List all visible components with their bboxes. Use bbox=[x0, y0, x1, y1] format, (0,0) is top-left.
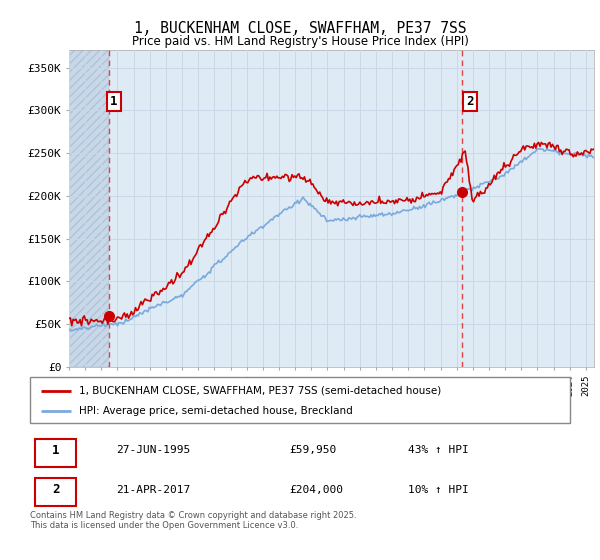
Text: 1: 1 bbox=[52, 444, 59, 457]
Text: 2: 2 bbox=[52, 483, 59, 496]
Text: 2: 2 bbox=[466, 95, 473, 108]
FancyBboxPatch shape bbox=[35, 478, 76, 506]
Text: 27-JUN-1995: 27-JUN-1995 bbox=[116, 445, 191, 455]
Text: 1: 1 bbox=[110, 95, 118, 108]
Text: 21-APR-2017: 21-APR-2017 bbox=[116, 485, 191, 495]
Text: Price paid vs. HM Land Registry's House Price Index (HPI): Price paid vs. HM Land Registry's House … bbox=[131, 35, 469, 48]
Text: HPI: Average price, semi-detached house, Breckland: HPI: Average price, semi-detached house,… bbox=[79, 407, 352, 416]
Polygon shape bbox=[69, 50, 109, 367]
Text: Contains HM Land Registry data © Crown copyright and database right 2025.
This d: Contains HM Land Registry data © Crown c… bbox=[30, 511, 356, 530]
Text: 1, BUCKENHAM CLOSE, SWAFFHAM, PE37 7SS: 1, BUCKENHAM CLOSE, SWAFFHAM, PE37 7SS bbox=[134, 21, 466, 36]
Text: 10% ↑ HPI: 10% ↑ HPI bbox=[408, 485, 469, 495]
Text: £204,000: £204,000 bbox=[289, 485, 343, 495]
Text: 1, BUCKENHAM CLOSE, SWAFFHAM, PE37 7SS (semi-detached house): 1, BUCKENHAM CLOSE, SWAFFHAM, PE37 7SS (… bbox=[79, 386, 441, 396]
Text: £59,950: £59,950 bbox=[289, 445, 337, 455]
Text: 43% ↑ HPI: 43% ↑ HPI bbox=[408, 445, 469, 455]
FancyBboxPatch shape bbox=[35, 439, 76, 466]
